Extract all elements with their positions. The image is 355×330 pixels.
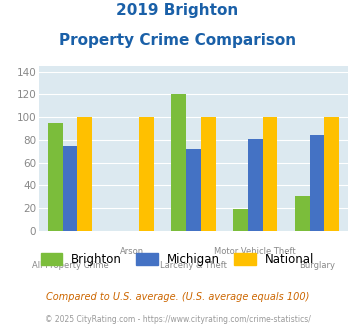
Text: All Property Crime: All Property Crime	[32, 261, 108, 270]
Text: Motor Vehicle Theft: Motor Vehicle Theft	[214, 248, 296, 256]
Bar	[295, 196, 310, 231]
Text: Burglary: Burglary	[299, 261, 335, 270]
Bar	[233, 209, 248, 231]
Bar	[171, 94, 186, 231]
Legend: Brighton, Michigan, National: Brighton, Michigan, National	[41, 253, 314, 266]
Text: Compared to U.S. average. (U.S. average equals 100): Compared to U.S. average. (U.S. average …	[46, 292, 309, 302]
Bar	[48, 123, 62, 231]
Text: © 2025 CityRating.com - https://www.cityrating.com/crime-statistics/: © 2025 CityRating.com - https://www.city…	[45, 315, 310, 324]
Text: Property Crime Comparison: Property Crime Comparison	[59, 33, 296, 48]
Bar	[263, 117, 278, 231]
Bar	[77, 117, 92, 231]
Bar	[201, 117, 216, 231]
Bar	[310, 135, 324, 231]
Bar	[139, 117, 154, 231]
Bar	[62, 146, 77, 231]
Bar	[324, 117, 339, 231]
Text: Larceny & Theft: Larceny & Theft	[160, 261, 227, 270]
Text: Arson: Arson	[120, 248, 144, 256]
Bar	[248, 139, 263, 231]
Text: 2019 Brighton: 2019 Brighton	[116, 3, 239, 18]
Bar	[186, 149, 201, 231]
